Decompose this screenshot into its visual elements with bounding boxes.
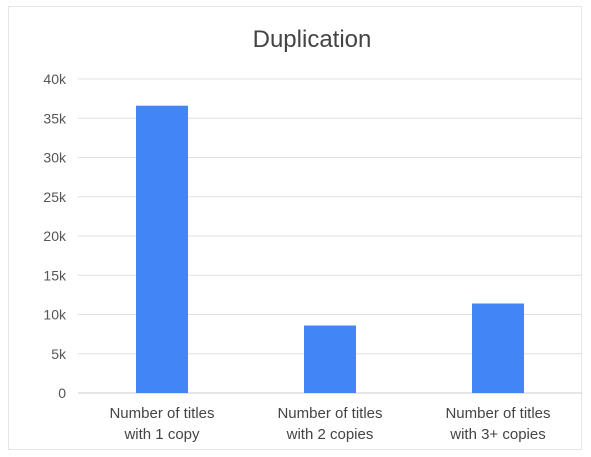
y-tick-label: 15k [43,267,67,283]
x-category-label: Number of titles with 2 copies [277,405,382,443]
x-category-label: Number of titles with 1 copy [109,405,214,443]
bars [136,105,524,393]
y-tick-label: 0 [58,385,66,401]
bar [136,105,188,393]
y-tick-label: 5k [51,346,67,362]
y-axis-labels: 0 5k 10k 15k 20k 25k 30k 35k 40k [43,71,67,401]
y-tick-label: 25k [43,189,67,205]
y-tick-label: 40k [43,71,67,87]
y-tick-label: 35k [43,110,67,126]
y-tick-label: 20k [43,228,67,244]
x-axis-labels: Number of titles with 1 copy Number of tit… [109,405,550,443]
x-category-label: Number of titles with 3+ copies [445,405,550,443]
bar [472,303,524,393]
chart-title: Duplication [253,26,372,53]
bar [304,325,356,393]
y-tick-label: 10k [43,307,67,323]
y-tick-label: 30k [43,150,67,166]
